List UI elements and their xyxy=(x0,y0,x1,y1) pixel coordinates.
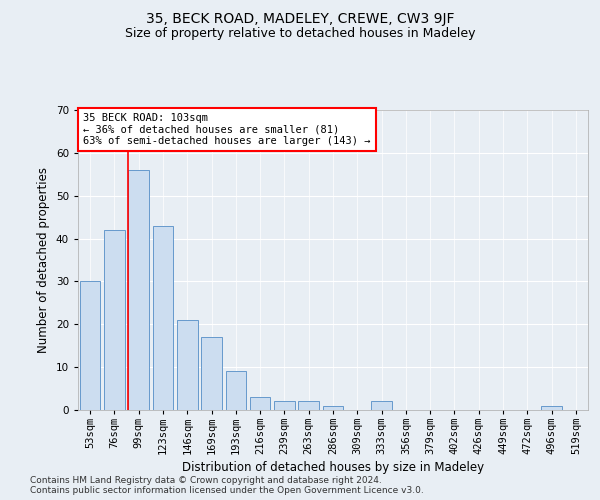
Text: 35 BECK ROAD: 103sqm
← 36% of detached houses are smaller (81)
63% of semi-detac: 35 BECK ROAD: 103sqm ← 36% of detached h… xyxy=(83,113,371,146)
Bar xyxy=(80,282,100,410)
Bar xyxy=(250,397,271,410)
Bar xyxy=(323,406,343,410)
Bar xyxy=(371,402,392,410)
Text: Size of property relative to detached houses in Madeley: Size of property relative to detached ho… xyxy=(125,28,475,40)
Bar xyxy=(177,320,197,410)
X-axis label: Distribution of detached houses by size in Madeley: Distribution of detached houses by size … xyxy=(182,462,484,474)
Bar xyxy=(152,226,173,410)
Bar xyxy=(128,170,149,410)
Bar xyxy=(298,402,319,410)
Bar xyxy=(541,406,562,410)
Text: 35, BECK ROAD, MADELEY, CREWE, CW3 9JF: 35, BECK ROAD, MADELEY, CREWE, CW3 9JF xyxy=(146,12,454,26)
Bar xyxy=(201,337,222,410)
Bar xyxy=(104,230,125,410)
Bar xyxy=(226,372,246,410)
Text: Contains HM Land Registry data © Crown copyright and database right 2024.
Contai: Contains HM Land Registry data © Crown c… xyxy=(30,476,424,495)
Bar xyxy=(274,402,295,410)
Y-axis label: Number of detached properties: Number of detached properties xyxy=(37,167,50,353)
